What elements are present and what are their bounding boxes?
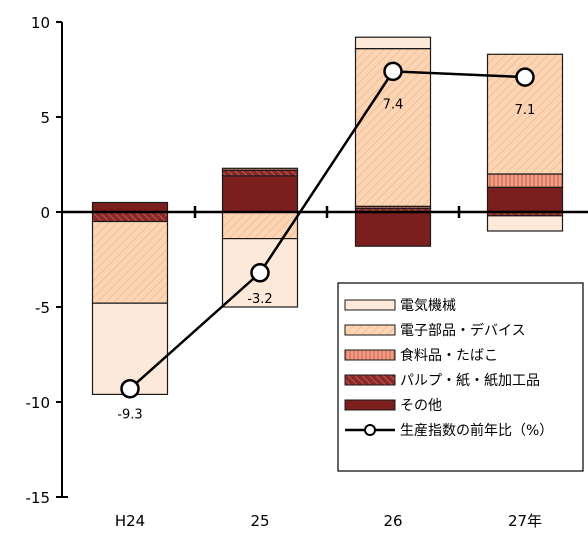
legend-swatch-pulp (344, 374, 396, 386)
y-tick-label-3: -5 (35, 299, 50, 317)
bar-other-2 (354, 211, 432, 247)
bar-other-0 (91, 201, 169, 213)
bar-electronic-0 (91, 220, 169, 304)
bar-food-1 (221, 167, 299, 171)
bar-food-3 (486, 173, 564, 188)
bar-pulp-0 (91, 211, 169, 223)
axes-layer: 10 5 0 -5 -10 -15 H24 25 26 27年 (26, 14, 588, 530)
y-tick-label-4: -10 (26, 394, 51, 412)
legend: 電気機械電子部品・デバイス食料品・たばこパルプ・紙・紙加工品その他生産指数の前年… (337, 282, 584, 472)
legend-swatch-food (344, 349, 396, 361)
x-tick-label-3: 27年 (508, 512, 542, 530)
bar-electronic-1 (221, 211, 299, 240)
line-point-3 (515, 67, 535, 87)
bar-electric-3 (486, 215, 564, 232)
line-point-2 (383, 61, 403, 82)
line-point-1 (250, 263, 270, 283)
x-tick-label-0: H24 (115, 512, 145, 530)
data-label-0: -9.3 (117, 408, 142, 423)
data-label-2: 7.4 (383, 97, 404, 112)
line-layer: -9.3 -3.2 7.4 7.1 (117, 61, 536, 423)
data-label-1: -3.2 (247, 292, 272, 307)
x-tick-label-2: 26 (383, 512, 402, 530)
legend-swatch-electronic (344, 324, 396, 336)
legend-label-other: その他 (400, 398, 442, 414)
legend-line-marker (364, 424, 376, 436)
bar-other-1 (221, 175, 299, 213)
bar-other-3 (486, 186, 564, 213)
y-tick-label-5: -15 (26, 489, 51, 507)
legend-swatch-other (344, 399, 396, 411)
y-tick-label-1: 5 (40, 109, 50, 127)
legend-label-electric: 電気機械 (400, 298, 456, 314)
data-label-3: 7.1 (515, 103, 536, 118)
bar-electric-2 (354, 36, 432, 50)
line-series-path (129, 70, 526, 390)
line-point-0 (120, 378, 140, 399)
legend-label-electronic: 電子部品・デバイス (400, 322, 526, 339)
x-tick-label-1: 25 (250, 512, 269, 530)
legend-label-pulp: パルプ・紙・紙加工品 (400, 373, 540, 389)
y-tick-label-0: 10 (31, 14, 50, 32)
bar-pulp-1 (221, 169, 299, 177)
legend-swatch-electric (344, 299, 396, 311)
y-tick-label-2: 0 (40, 204, 50, 222)
legend-label-line: 生産指数の前年比（%） (400, 422, 553, 439)
legend-label-food: 食料品・たばこ (400, 347, 498, 364)
